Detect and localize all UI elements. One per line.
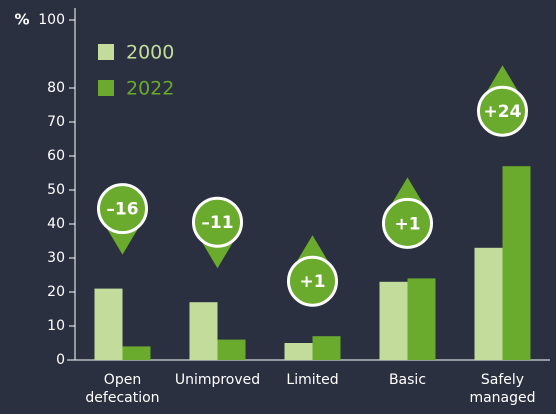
annotation-bubble: +24	[477, 65, 528, 137]
y-tick-label: 10	[47, 318, 65, 334]
x-tick-word: defecation	[85, 390, 159, 406]
legend-label: 2000	[126, 42, 174, 64]
bar	[379, 281, 408, 360]
bar	[502, 166, 531, 360]
legend-label: 2022	[126, 78, 174, 100]
annotation-bubble: –11	[192, 196, 243, 269]
bubble-circle	[287, 255, 338, 307]
x-tick-label: Unimproved	[175, 372, 260, 388]
bar	[474, 247, 503, 360]
annotation-label: +24	[484, 102, 522, 122]
annotation-label: +1	[299, 272, 325, 292]
y-tick-label: 20	[47, 284, 65, 300]
y-tick-label: 60	[47, 148, 65, 164]
annotation-bubble: +1	[287, 235, 338, 307]
x-tick-label-text: Basic	[389, 372, 426, 388]
annotation-label: –16	[106, 200, 138, 220]
x-tick-label: Limited	[286, 372, 338, 388]
y-tick-label: 80	[47, 80, 65, 96]
annotation-bubble: –16	[97, 183, 148, 255]
annotation-bubble: +1	[382, 177, 433, 249]
y-tick-label: 40	[47, 216, 65, 232]
bar	[122, 346, 151, 360]
x-tick-label-text: Limited	[286, 372, 338, 388]
annotation-label: –11	[201, 213, 233, 233]
bubble-circle	[382, 197, 433, 249]
x-tick-word: Open	[104, 372, 141, 388]
x-tick-label: Basic	[389, 372, 426, 388]
bar	[94, 288, 123, 360]
y-tick-label: 30	[47, 250, 65, 266]
y-tick-label: 70	[47, 114, 65, 130]
y-tick-label: 0	[56, 352, 65, 368]
x-tick-label: Open defecation	[85, 372, 159, 406]
bar	[189, 302, 218, 360]
annotation-label: +1	[394, 214, 420, 234]
bubble-circle	[97, 183, 148, 235]
bar	[312, 336, 341, 360]
bar	[407, 278, 436, 360]
x-tick-word: managed	[469, 390, 535, 406]
x-tick-label-text: Open defecation	[85, 372, 159, 406]
y-tick-label: 100	[38, 12, 65, 28]
x-tick-word: Safely	[481, 372, 524, 388]
bubble-circle	[477, 85, 528, 137]
bar	[284, 343, 313, 360]
x-tick-label-text: Unimproved	[175, 372, 260, 388]
x-tick-label-text: Safely managed	[469, 372, 535, 406]
legend-swatch	[98, 80, 114, 96]
bubble-circle	[192, 196, 243, 248]
bar	[217, 339, 246, 360]
y-axis-label: %	[14, 11, 29, 29]
x-tick-label: Safely managed	[469, 372, 535, 406]
legend-swatch	[98, 44, 114, 60]
y-tick-label: 50	[47, 182, 65, 198]
